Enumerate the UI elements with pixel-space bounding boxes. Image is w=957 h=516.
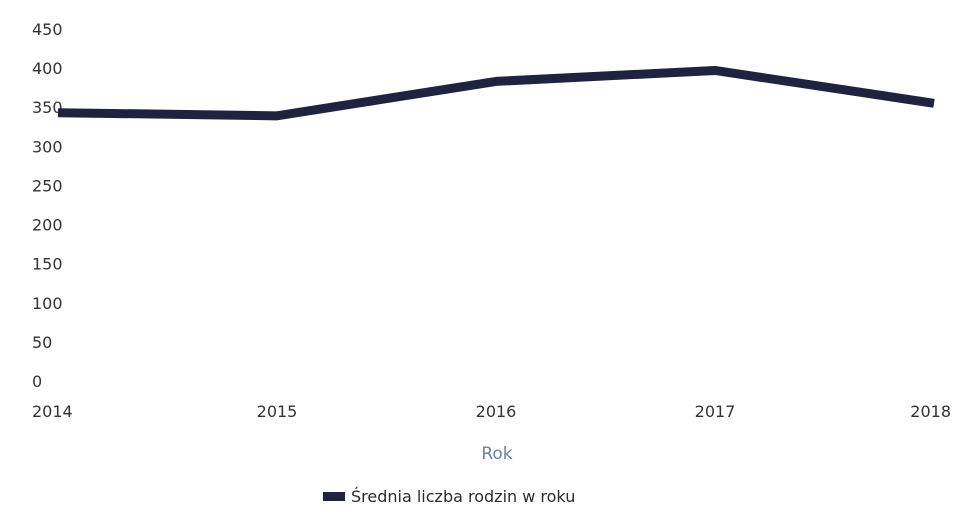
y-axis-ticks: 0 50 100 150 200 250 300 350 400 450 — [32, 20, 63, 391]
series-line — [57, 65, 935, 121]
legend-swatch — [323, 492, 345, 501]
legend: Średnia liczba rodzin w roku — [323, 487, 575, 506]
x-tick-label: 2016 — [476, 402, 517, 421]
series-layer — [57, 65, 935, 121]
y-tick-label: 50 — [32, 333, 52, 352]
y-tick-label: 450 — [32, 20, 63, 39]
y-tick-label: 150 — [32, 255, 63, 274]
x-axis-ticks: 2014 2015 2016 2017 2018 — [32, 402, 951, 421]
x-tick-label: 2018 — [910, 402, 951, 421]
y-tick-label: 250 — [32, 176, 63, 195]
x-tick-label: 2014 — [32, 402, 73, 421]
y-tick-label: 300 — [32, 137, 63, 156]
x-tick-label: 2015 — [257, 402, 298, 421]
y-tick-label: 350 — [32, 98, 63, 117]
x-tick-label: 2017 — [695, 402, 736, 421]
y-tick-label: 0 — [32, 372, 42, 391]
legend-label: Średnia liczba rodzin w roku — [351, 487, 575, 506]
y-tick-label: 100 — [32, 294, 63, 313]
y-tick-label: 200 — [32, 216, 63, 235]
x-axis-title: Rok — [481, 444, 512, 464]
y-tick-label: 400 — [32, 59, 63, 78]
